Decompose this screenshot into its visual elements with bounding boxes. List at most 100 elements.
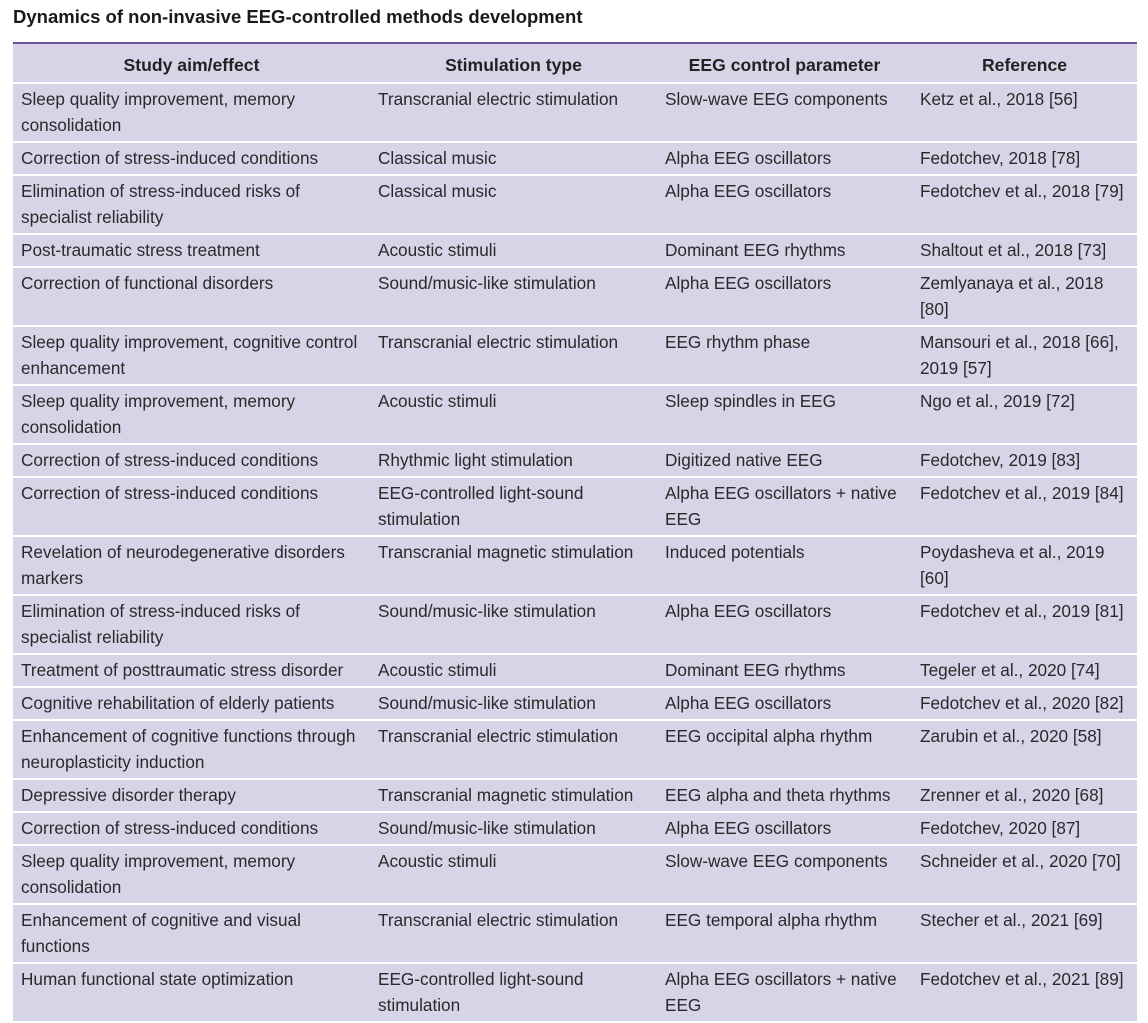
table-row: Correction of functional disorders Sound/… [13,267,1137,327]
cell-reference: Tegeler et al., 2020 [74] [912,654,1137,688]
cell-reference: Fedotchev, 2019 [83] [912,444,1137,478]
cell-eeg-control-parameter: Sleep spindles in EEG [657,385,912,445]
table-row: Elimination of stress-induced risks of s… [13,175,1137,235]
cell-eeg-control-parameter: EEG alpha and theta rhythms [657,779,912,813]
cell-study-aim: Elimination of stress-induced risks of s… [13,175,370,235]
cell-stimulation-type: Sound/music-like stimulation [370,687,657,721]
column-header-reference: Reference [912,44,1137,84]
table-row: Sleep quality improvement, memory consol… [13,845,1137,905]
cell-reference: Poydasheva et al., 2019 [60] [912,536,1137,596]
table-header: Study aim/effect Stimulation type EEG co… [13,44,1137,84]
cell-eeg-control-parameter: Alpha EEG oscillators [657,595,912,655]
table-row: Elimination of stress-induced risks of s… [13,595,1137,655]
cell-eeg-control-parameter: Alpha EEG oscillators + native EEG [657,963,912,1023]
cell-stimulation-type: Classical music [370,142,657,176]
cell-study-aim: Cognitive rehabilitation of elderly pati… [13,687,370,721]
cell-study-aim: Sleep quality improvement, memory consol… [13,385,370,445]
cell-stimulation-type: Sound/music-like stimulation [370,812,657,846]
table-row: Depressive disorder therapy Transcranial … [13,779,1137,813]
cell-eeg-control-parameter: EEG rhythm phase [657,326,912,386]
cell-stimulation-type: EEG-controlled light-sound stimulation [370,477,657,537]
cell-stimulation-type: Acoustic stimuli [370,234,657,268]
cell-reference: Fedotchev, 2018 [78] [912,142,1137,176]
table-row: Revelation of neurodegenerative disorder… [13,536,1137,596]
cell-study-aim: Human functional state optimization [13,963,370,1023]
cell-eeg-control-parameter: Slow-wave EEG components [657,83,912,143]
cell-eeg-control-parameter: EEG temporal alpha rhythm [657,904,912,964]
cell-reference: Fedotchev et al., 2020 [82] [912,687,1137,721]
table-row: Cognitive rehabilitation of elderly pati… [13,687,1137,721]
cell-reference: Zemlyanaya et al., 2018 [80] [912,267,1137,327]
cell-eeg-control-parameter: Alpha EEG oscillators [657,812,912,846]
cell-eeg-control-parameter: Slow-wave EEG components [657,845,912,905]
column-header-stimulation-type: Stimulation type [370,44,657,84]
page-title: Dynamics of non-invasive EEG-controlled … [13,6,583,27]
cell-study-aim: Enhancement of cognitive and visual func… [13,904,370,964]
cell-study-aim: Elimination of stress-induced risks of s… [13,595,370,655]
cell-reference: Fedotchev, 2020 [87] [912,812,1137,846]
data-table: Study aim/effect Stimulation type EEG co… [13,44,1137,1023]
cell-stimulation-type: Sound/music-like stimulation [370,595,657,655]
cell-study-aim: Correction of stress-induced conditions [13,444,370,478]
cell-eeg-control-parameter: Digitized native EEG [657,444,912,478]
cell-study-aim: Correction of stress-induced conditions [13,142,370,176]
table-row: Enhancement of cognitive functions throu… [13,720,1137,780]
cell-stimulation-type: Transcranial magnetic stimulation [370,536,657,596]
cell-stimulation-type: Rhythmic light stimulation [370,444,657,478]
cell-reference: Mansouri et al., 2018 [66], 2019 [57] [912,326,1137,386]
cell-study-aim: Sleep quality improvement, memory consol… [13,845,370,905]
cell-reference: Fedotchev et al., 2021 [89] [912,963,1137,1023]
column-header-eeg-control-parameter: EEG control parameter [657,44,912,84]
cell-eeg-control-parameter: EEG occipital alpha rhythm [657,720,912,780]
table-row: Correction of stress-induced conditions E… [13,477,1137,537]
table-row: Correction of stress-induced conditions R… [13,444,1137,478]
cell-study-aim: Correction of stress-induced conditions [13,812,370,846]
cell-reference: Stecher et al., 2021 [69] [912,904,1137,964]
table-row: Sleep quality improvement, cognitive con… [13,326,1137,386]
cell-stimulation-type: EEG-controlled light-sound stimulation [370,963,657,1023]
cell-reference: Zarubin et al., 2020 [58] [912,720,1137,780]
cell-study-aim: Sleep quality improvement, cognitive con… [13,326,370,386]
cell-reference: Ketz et al., 2018 [56] [912,83,1137,143]
cell-eeg-control-parameter: Alpha EEG oscillators + native EEG [657,477,912,537]
cell-reference: Zrenner et al., 2020 [68] [912,779,1137,813]
header-row: Study aim/effect Stimulation type EEG co… [13,44,1137,84]
table-row: Sleep quality improvement, memory consol… [13,385,1137,445]
table-row: Correction of stress-induced conditions C… [13,142,1137,176]
cell-study-aim: Correction of stress-induced conditions [13,477,370,537]
cell-stimulation-type: Transcranial electric stimulation [370,83,657,143]
cell-eeg-control-parameter: Alpha EEG oscillators [657,267,912,327]
table-row: Correction of stress-induced conditions S… [13,812,1137,846]
cell-stimulation-type: Transcranial magnetic stimulation [370,779,657,813]
cell-reference: Ngo et al., 2019 [72] [912,385,1137,445]
cell-study-aim: Revelation of neurodegenerative disorder… [13,536,370,596]
cell-eeg-control-parameter: Dominant EEG rhythms [657,654,912,688]
cell-reference: Shaltout et al., 2018 [73] [912,234,1137,268]
cell-eeg-control-parameter: Induced potentials [657,536,912,596]
cell-study-aim: Sleep quality improvement, memory consol… [13,83,370,143]
column-header-study-aim: Study aim/effect [13,44,370,84]
cell-stimulation-type: Transcranial electric stimulation [370,904,657,964]
cell-study-aim: Post-traumatic stress treatment [13,234,370,268]
cell-study-aim: Depressive disorder therapy [13,779,370,813]
table-row: Post-traumatic stress treatment Acoustic … [13,234,1137,268]
table-row: Sleep quality improvement, memory consol… [13,83,1137,143]
cell-reference: Fedotchev et al., 2019 [84] [912,477,1137,537]
cell-study-aim: Enhancement of cognitive functions throu… [13,720,370,780]
cell-stimulation-type: Acoustic stimuli [370,845,657,905]
cell-eeg-control-parameter: Alpha EEG oscillators [657,687,912,721]
cell-study-aim: Correction of functional disorders [13,267,370,327]
table-row: Enhancement of cognitive and visual func… [13,904,1137,964]
data-table-container: Study aim/effect Stimulation type EEG co… [13,42,1137,1023]
cell-reference: Schneider et al., 2020 [70] [912,845,1137,905]
cell-reference: Fedotchev et al., 2019 [81] [912,595,1137,655]
cell-reference: Fedotchev et al., 2018 [79] [912,175,1137,235]
cell-eeg-control-parameter: Alpha EEG oscillators [657,175,912,235]
table-row: Treatment of posttraumatic stress disord… [13,654,1137,688]
table-row: Human functional state optimization EEG-c… [13,963,1137,1023]
cell-stimulation-type: Acoustic stimuli [370,385,657,445]
cell-eeg-control-parameter: Alpha EEG oscillators [657,142,912,176]
cell-study-aim: Treatment of posttraumatic stress disord… [13,654,370,688]
table-body: Sleep quality improvement, memory consol… [13,83,1137,1023]
cell-stimulation-type: Acoustic stimuli [370,654,657,688]
